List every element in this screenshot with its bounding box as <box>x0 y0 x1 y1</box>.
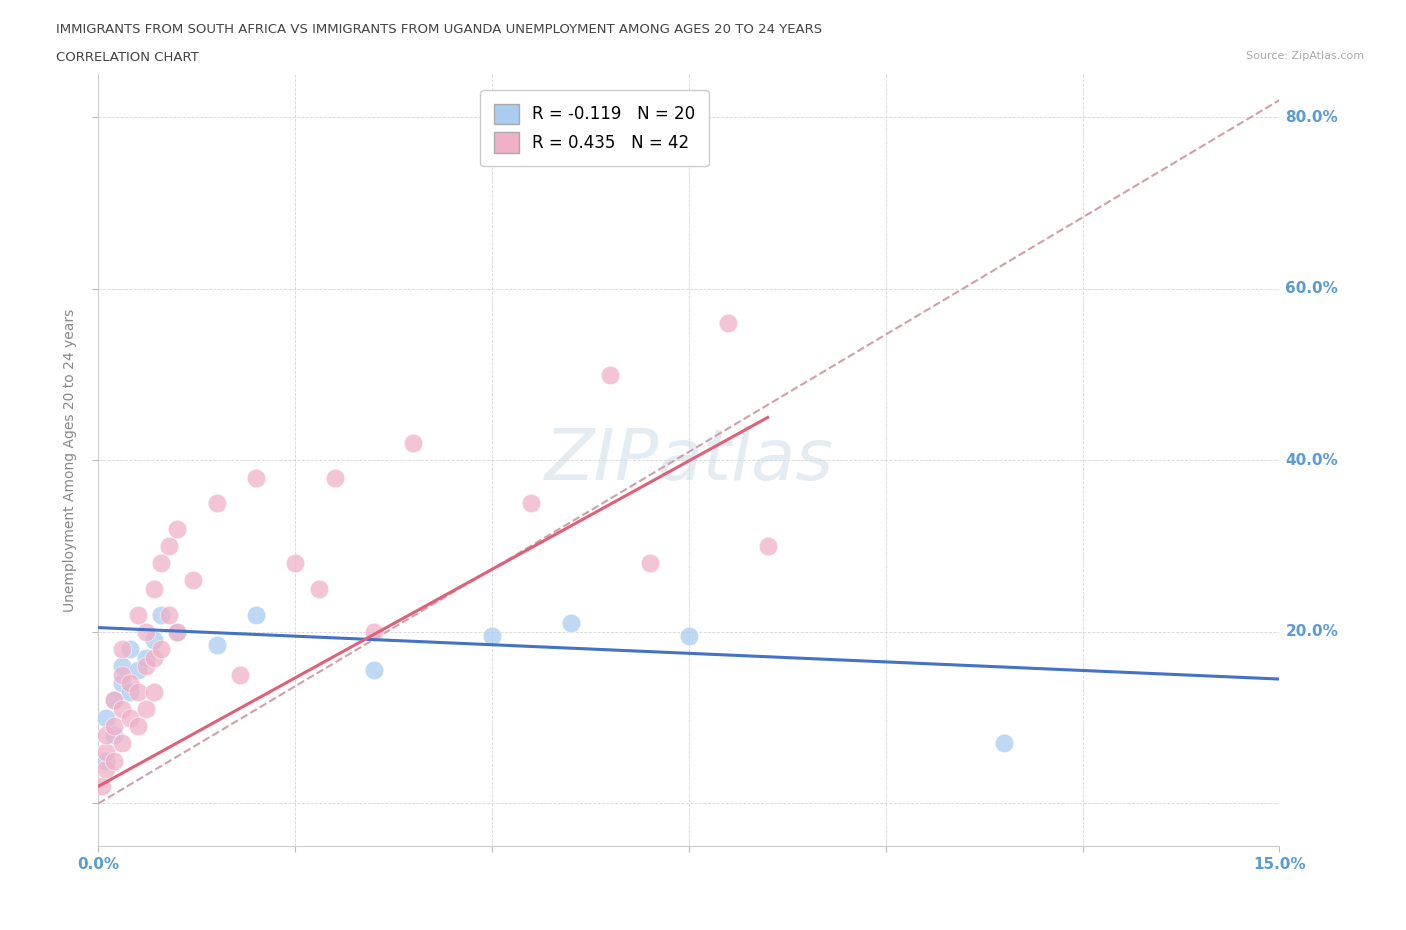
Point <box>96 745 118 760</box>
Point <box>402 436 425 451</box>
Point <box>103 727 125 742</box>
Text: 40.0%: 40.0% <box>1285 453 1339 468</box>
Point <box>103 693 125 708</box>
Point <box>91 778 114 793</box>
Point <box>142 684 165 699</box>
Point <box>111 642 134 657</box>
Point <box>142 650 165 665</box>
Point <box>166 624 188 639</box>
Point <box>103 719 125 734</box>
Point <box>323 470 346 485</box>
Point <box>993 736 1015 751</box>
Point <box>135 658 157 673</box>
Point <box>96 711 118 725</box>
Point <box>717 315 740 330</box>
Point <box>150 642 173 657</box>
Point <box>150 556 173 571</box>
Point <box>363 663 385 678</box>
Point <box>96 727 118 742</box>
Point <box>127 719 149 734</box>
Point <box>205 637 228 652</box>
Point <box>135 650 157 665</box>
Point <box>245 607 267 622</box>
Point <box>520 496 543 511</box>
Point <box>103 693 125 708</box>
Point <box>96 762 118 777</box>
Point <box>118 642 141 657</box>
Point <box>111 736 134 751</box>
Point <box>638 556 661 571</box>
Point <box>157 607 180 622</box>
Point <box>103 753 125 768</box>
Point <box>205 496 228 511</box>
Point <box>599 367 621 382</box>
Point <box>111 658 134 673</box>
Point <box>135 624 157 639</box>
Point <box>756 538 779 553</box>
Point <box>111 701 134 716</box>
Point <box>308 581 330 596</box>
Point <box>166 624 188 639</box>
Point <box>481 629 503 644</box>
Point <box>245 470 267 485</box>
Point <box>118 711 141 725</box>
Point <box>127 607 149 622</box>
Text: ZIPatlas: ZIPatlas <box>544 426 834 495</box>
Point <box>181 573 204 588</box>
Point <box>678 629 700 644</box>
Point <box>111 668 134 683</box>
Point <box>118 684 141 699</box>
Point <box>96 753 118 768</box>
Point <box>127 663 149 678</box>
Text: CORRELATION CHART: CORRELATION CHART <box>56 51 200 64</box>
Point <box>142 633 165 648</box>
Point <box>363 624 385 639</box>
Point <box>560 616 582 631</box>
Point <box>142 581 165 596</box>
Text: 20.0%: 20.0% <box>1285 624 1339 640</box>
Point <box>111 676 134 691</box>
Text: 60.0%: 60.0% <box>1285 281 1339 297</box>
Y-axis label: Unemployment Among Ages 20 to 24 years: Unemployment Among Ages 20 to 24 years <box>63 309 77 612</box>
Point <box>127 684 149 699</box>
Point <box>229 668 252 683</box>
Legend: R = -0.119   N = 20, R = 0.435   N = 42: R = -0.119 N = 20, R = 0.435 N = 42 <box>481 90 709 166</box>
Point <box>157 538 180 553</box>
Point <box>166 522 188 537</box>
Text: Source: ZipAtlas.com: Source: ZipAtlas.com <box>1246 51 1364 61</box>
Text: IMMIGRANTS FROM SOUTH AFRICA VS IMMIGRANTS FROM UGANDA UNEMPLOYMENT AMONG AGES 2: IMMIGRANTS FROM SOUTH AFRICA VS IMMIGRAN… <box>56 23 823 36</box>
Text: 80.0%: 80.0% <box>1285 110 1339 125</box>
Point <box>135 701 157 716</box>
Point <box>118 676 141 691</box>
Point <box>150 607 173 622</box>
Point <box>284 556 307 571</box>
